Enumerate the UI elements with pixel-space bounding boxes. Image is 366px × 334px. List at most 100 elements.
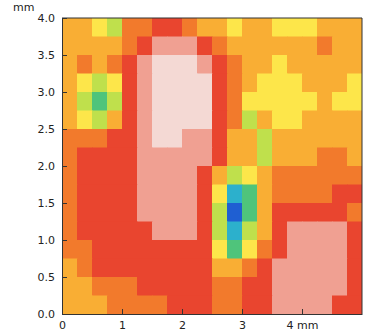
tick-mark <box>62 203 67 204</box>
heatmap-cell <box>317 166 333 185</box>
heatmap-cell <box>242 259 258 278</box>
heatmap-cell <box>107 37 123 56</box>
heatmap-cell <box>332 37 348 56</box>
heatmap-cell <box>302 259 318 278</box>
heatmap-cell <box>257 55 273 74</box>
heatmap-cell <box>227 185 243 204</box>
heatmap-cell <box>257 259 273 278</box>
heatmap-cell <box>272 92 288 111</box>
tick-mark <box>62 314 67 315</box>
heatmap-cell <box>242 240 258 259</box>
heatmap-cell <box>197 277 213 296</box>
heatmap-cell <box>92 185 108 204</box>
heatmap-cell <box>302 166 318 185</box>
heatmap-cell <box>152 92 168 111</box>
heatmap-cell <box>182 55 198 74</box>
heatmap-cell <box>212 74 228 93</box>
tick: 1.5 <box>38 197 68 210</box>
heatmap-cell <box>212 92 228 111</box>
heatmap-cell <box>167 55 183 74</box>
heatmap-cell <box>272 296 288 315</box>
heatmap-cell <box>272 18 288 37</box>
heatmap-cell <box>242 185 258 204</box>
heatmap-cell <box>122 129 138 148</box>
heatmap-cell <box>92 222 108 241</box>
heatmap-cell <box>212 129 228 148</box>
heatmap-cell <box>62 222 78 241</box>
heatmap-cell <box>167 148 183 167</box>
heatmap-cell <box>167 240 183 259</box>
heatmap-cell <box>332 240 348 259</box>
heatmap-cell <box>287 92 303 111</box>
heatmap-cell <box>92 111 108 130</box>
heatmap-cell <box>197 240 213 259</box>
tick-mark <box>62 55 67 56</box>
tick-mark <box>182 309 183 314</box>
tick-label: 2.0 <box>38 160 56 173</box>
heatmap-cell <box>77 92 93 111</box>
heatmap-cell <box>137 203 153 222</box>
heatmap-cell <box>182 222 198 241</box>
heatmap-cell <box>182 203 198 222</box>
tick: 2.0 <box>38 160 68 173</box>
heatmap-cell <box>77 166 93 185</box>
heatmap-cell <box>92 74 108 93</box>
heatmap-cell <box>167 37 183 56</box>
heatmap-cell <box>92 129 108 148</box>
heatmap-cell <box>122 222 138 241</box>
heatmap-cell <box>152 203 168 222</box>
heatmap-cell <box>77 296 93 315</box>
heatmap-cell <box>197 37 213 56</box>
heatmap-cell <box>302 277 318 296</box>
heatmap-cell <box>242 148 258 167</box>
heatmap-cell <box>62 55 78 74</box>
heatmap-cell <box>212 148 228 167</box>
heatmap-cell <box>317 74 333 93</box>
heatmap-cell <box>62 18 78 37</box>
heatmap-cell <box>107 277 123 296</box>
heatmap-cell <box>257 240 273 259</box>
heatmap-cell <box>152 37 168 56</box>
heatmap-cell <box>107 148 123 167</box>
tick-label: 2.5 <box>38 123 56 136</box>
heatmap-cell <box>107 259 123 278</box>
heatmap-cell <box>317 296 333 315</box>
heatmap-cell <box>242 74 258 93</box>
heatmap-cell <box>242 203 258 222</box>
heatmap-cell <box>212 259 228 278</box>
heatmap-cell <box>317 185 333 204</box>
plot-area: 01234 mm0.00.51.01.52.02.53.03.54.0 <box>38 12 363 332</box>
tick: 1.0 <box>38 234 68 247</box>
heatmap-cell <box>347 185 362 204</box>
heatmap-cell <box>272 129 288 148</box>
heatmap-cell <box>227 129 243 148</box>
heatmap-cell <box>92 18 108 37</box>
tick-mark <box>62 277 67 278</box>
heatmap-cell <box>257 148 273 167</box>
heatmap-cell <box>152 277 168 296</box>
heatmap-cell <box>227 222 243 241</box>
heatmap-cell <box>167 259 183 278</box>
heatmap-cell <box>137 185 153 204</box>
tick: 3.5 <box>38 49 68 62</box>
heatmap-cell <box>137 92 153 111</box>
heatmap-cell <box>122 296 138 315</box>
heatmap-cell <box>332 55 348 74</box>
tick-label: 3 <box>239 319 246 332</box>
heatmap-cell <box>227 74 243 93</box>
heatmap-cell <box>257 222 273 241</box>
heatmap-cell <box>347 240 362 259</box>
tick: 3.0 <box>38 86 68 99</box>
tick: 2 <box>179 309 186 332</box>
heatmap-cell <box>107 203 123 222</box>
heatmap-cell <box>62 129 78 148</box>
heatmap-cell <box>122 148 138 167</box>
heatmap-cell <box>287 18 303 37</box>
heatmap-cell <box>227 37 243 56</box>
tick-mark <box>302 309 303 314</box>
heatmap-cell <box>287 55 303 74</box>
tick-label: 1.5 <box>38 197 56 210</box>
heatmap-cell <box>167 74 183 93</box>
heatmap-cell <box>62 277 78 296</box>
heatmap-cell <box>332 185 348 204</box>
